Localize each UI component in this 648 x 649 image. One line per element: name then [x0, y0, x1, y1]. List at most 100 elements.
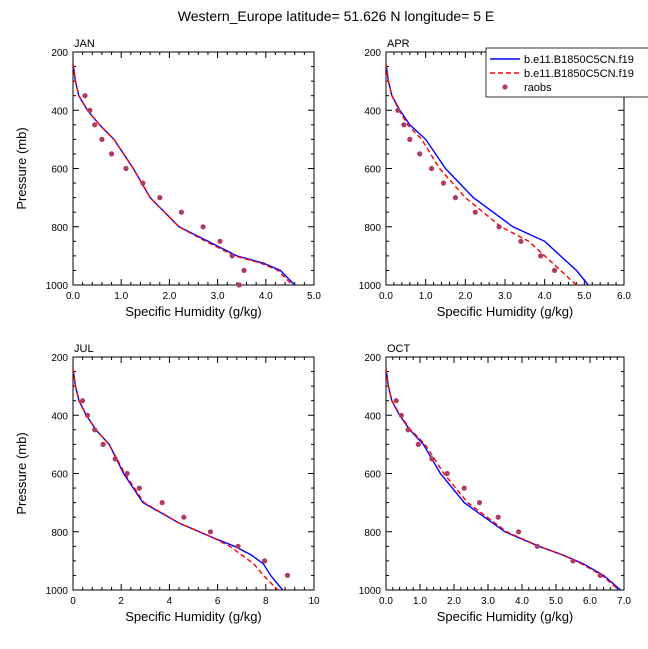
x-tick-label: 4.0 — [259, 291, 273, 302]
raobs-point — [87, 107, 93, 113]
legend: b.e11.B1850C5CN.f19 b.e11.B1850C5CN.f19 ra… — [485, 47, 648, 98]
x-tick-label: 10 — [308, 596, 320, 607]
panel-jul: 0 2 4 6 8 10 200 400 600 800 1000 JUL Specific Humid… — [14, 343, 320, 624]
legend-swatch — [502, 84, 508, 90]
plot-frame — [385, 356, 625, 591]
raobs-point — [229, 253, 235, 259]
raobs-point — [444, 470, 450, 477]
y-tick-label: 1000 — [46, 281, 69, 292]
x-tick-label: 2.0 — [162, 291, 176, 302]
raobs-point — [262, 558, 268, 564]
raobs-point — [123, 165, 129, 172]
raobs-point — [112, 456, 118, 462]
raobs-point — [461, 485, 467, 491]
x-axis-title: Specific Humidity (g/kg) — [125, 609, 262, 624]
raobs-point — [534, 543, 540, 549]
x-tick-label: 0.0 — [66, 291, 80, 302]
raobs-point — [92, 122, 98, 128]
raobs-point — [472, 209, 478, 215]
raobs-point — [415, 441, 421, 447]
x-tick-label: 1.0 — [114, 291, 128, 302]
raobs-point — [235, 543, 241, 549]
raobs-point — [109, 151, 115, 157]
legend-label: raobs — [524, 82, 552, 94]
y-tick-label: 400 — [364, 106, 381, 117]
y-tick-label: 600 — [364, 470, 381, 481]
x-tick-label: 6.0 — [617, 291, 631, 302]
x-tick-label: 5.0 — [577, 291, 591, 302]
raobs-point — [140, 180, 146, 186]
x-tick-label: 1.0 — [419, 291, 433, 302]
y-tick-label: 800 — [51, 528, 68, 539]
plot-frame — [72, 51, 315, 286]
raobs-point — [476, 500, 483, 506]
raobs-point — [80, 398, 86, 404]
raobs-point — [100, 441, 106, 447]
series-case2-line — [386, 368, 620, 590]
raobs-point — [241, 267, 247, 273]
panel-jan: 0.0 1.0 2.0 3.0 4.0 5.0 200 400 600 800 1000 JAN Spe… — [14, 38, 321, 319]
x-tick-label: 6.0 — [583, 596, 597, 607]
raobs-point — [518, 238, 524, 244]
series-case2-line — [386, 63, 577, 285]
x-tick-label: 0.0 — [379, 291, 393, 302]
x-axis-title: Specific Humidity (g/kg) — [437, 304, 574, 319]
legend-label: b.e11.B1850C5CN.f19 — [524, 68, 634, 80]
raobs-point — [452, 195, 458, 201]
raobs-point — [538, 253, 544, 259]
raobs-point — [407, 136, 413, 142]
plot-frame — [72, 356, 315, 591]
raobs-point — [99, 136, 105, 142]
y-tick-label: 200 — [364, 353, 381, 364]
series-case1-line — [386, 368, 622, 590]
raobs-point — [236, 282, 242, 288]
y-axis-title: Pressure (mb) — [14, 127, 29, 209]
raobs-point — [200, 224, 206, 230]
raobs-point — [395, 107, 401, 113]
raobs-point — [516, 529, 522, 535]
raobs-point — [178, 209, 184, 215]
x-tick-label: 4.0 — [538, 291, 552, 302]
x-tick-label: 3.0 — [481, 596, 495, 607]
y-axis-title: Pressure (mb) — [14, 432, 29, 514]
x-tick-label: 4 — [167, 596, 173, 607]
panel-oct: 0.0 1.0 2.0 3.0 4.0 5.0 6.0 7.0 200 400 600 800 1000… — [359, 343, 632, 624]
raobs-point — [597, 572, 603, 579]
panel-title: OCT — [387, 343, 411, 355]
y-tick-label: 800 — [51, 223, 68, 234]
x-tick-label: 4.0 — [515, 596, 529, 607]
raobs-point — [124, 470, 130, 477]
x-axis-title: Specific Humidity (g/kg) — [437, 609, 574, 624]
y-tick-label: 400 — [51, 106, 68, 117]
y-tick-label: 200 — [51, 353, 68, 364]
raobs-point — [552, 267, 558, 273]
raobs-point — [82, 93, 88, 99]
raobs-point — [417, 151, 423, 157]
series-case2-line — [73, 368, 279, 590]
raobs-point — [284, 572, 291, 579]
raobs-point — [496, 224, 502, 230]
x-tick-label: 5.0 — [307, 291, 321, 302]
x-tick-label: 7.0 — [617, 596, 631, 607]
y-tick-label: 600 — [364, 165, 381, 176]
legend-label: b.e11.B1850C5CN.f19 — [524, 54, 634, 66]
x-tick-label: 3.0 — [211, 291, 225, 302]
x-tick-label: 5.0 — [549, 596, 563, 607]
x-tick-label: 8 — [263, 596, 269, 607]
x-axis-title: Specific Humidity (g/kg) — [125, 304, 262, 319]
panel-title: JAN — [74, 38, 95, 50]
y-tick-label: 200 — [364, 48, 381, 59]
y-tick-label: 200 — [51, 48, 68, 59]
y-tick-label: 600 — [51, 165, 68, 176]
raobs-point — [92, 427, 98, 433]
figure-title: Western_Europe latitude= 51.626 N longit… — [178, 8, 495, 24]
x-tick-label: 1.0 — [413, 596, 427, 607]
y-tick-label: 600 — [51, 470, 68, 481]
panel-title: APR — [387, 38, 410, 50]
y-tick-label: 400 — [364, 411, 381, 422]
x-tick-label: 2.0 — [458, 291, 472, 302]
raobs-point — [217, 238, 223, 244]
x-tick-label: 0.0 — [379, 596, 393, 607]
series-case1-line — [73, 63, 296, 285]
